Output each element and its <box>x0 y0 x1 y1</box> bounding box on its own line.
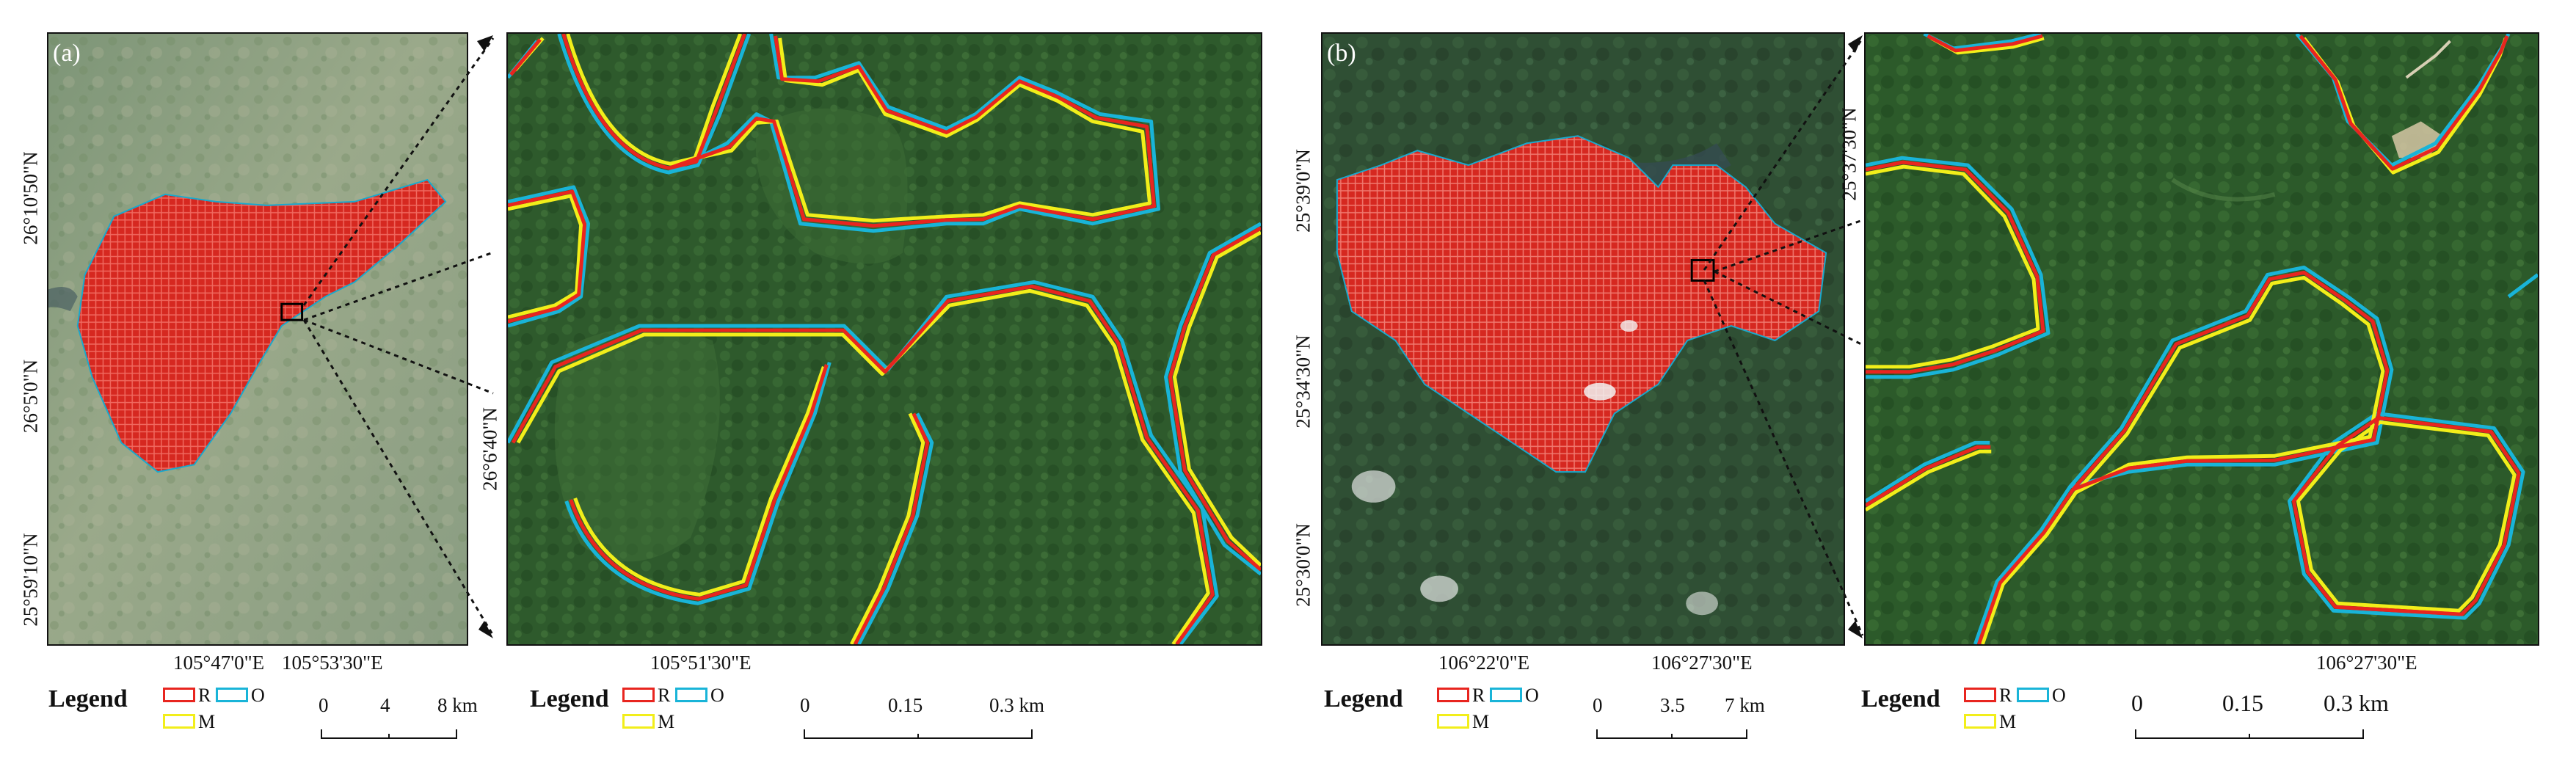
legend-label: R <box>658 685 671 706</box>
panel-b-tag: (b) <box>1327 40 1356 67</box>
lat-label: 25°37'30"N <box>1838 107 1860 201</box>
zoom-box-b <box>1690 259 1715 282</box>
legend-label: R <box>1472 685 1485 706</box>
lon-label: 106°27'30"E <box>1651 652 1753 674</box>
legend-swatch-r <box>1437 688 1469 702</box>
scale-tick: 0 <box>2131 690 2143 716</box>
study-area-polygon-a <box>76 178 447 473</box>
legend-swatch-m <box>622 714 655 729</box>
legend-label: M <box>1472 711 1490 732</box>
lon-label: 105°53'30"E <box>282 652 383 674</box>
boundary-r-a <box>508 34 1261 644</box>
legend-label: M <box>658 711 675 732</box>
legend-swatch-o <box>675 688 707 702</box>
scale-bar-a <box>321 729 457 739</box>
legend-label: R <box>198 685 211 706</box>
boundary-o-a <box>508 34 1261 644</box>
legend-swatch-o <box>2017 688 2049 702</box>
legend-swatch-o <box>216 688 248 702</box>
scale-tick: 8 km <box>437 694 478 716</box>
boundary-r-b <box>1866 34 2521 644</box>
scale-tick: 3.5 <box>1660 694 1685 716</box>
legend-label: O <box>710 685 724 706</box>
scale-tick: 0 <box>319 694 329 716</box>
lon-label: 106°22'0"E <box>1438 652 1530 674</box>
study-area-polygon-b <box>1336 135 1827 473</box>
zoom-a-map <box>506 32 1262 646</box>
legend-title: Legend <box>1861 685 1940 712</box>
legend-label: R <box>1999 685 2012 706</box>
legend-swatch-r <box>622 688 655 702</box>
legend-swatch-m <box>1964 714 1996 729</box>
scale-tick: 0.15 <box>888 694 923 716</box>
panel-a-tag: (a) <box>53 40 81 67</box>
scale-tick: 0 <box>800 694 810 716</box>
legend-swatch-r <box>163 688 195 702</box>
legend-label: O <box>1525 685 1539 706</box>
legend-label: O <box>251 685 265 706</box>
scale-tick: 0.3 km <box>2324 690 2389 716</box>
legend-swatch-m <box>163 714 195 729</box>
lon-label: 106°27'30"E <box>2316 652 2417 674</box>
lon-label: 105°47'0"E <box>173 652 265 674</box>
legend-title: Legend <box>530 685 609 712</box>
scale-bar-zoom-a <box>804 729 1033 739</box>
scale-tick: 0.3 km <box>989 694 1045 716</box>
scale-bar-b <box>1596 729 1747 739</box>
lon-label: 105°51'30"E <box>650 652 752 674</box>
scale-tick: 4 <box>380 694 390 716</box>
scale-tick: 0 <box>1593 694 1603 716</box>
panel-a-overview-map <box>47 32 468 646</box>
legend-swatch-r <box>1964 688 1996 702</box>
legend-label: M <box>198 711 216 732</box>
legend-swatch-m <box>1437 714 1469 729</box>
scale-tick: 7 km <box>1725 694 1765 716</box>
zoom-box-a <box>280 302 304 321</box>
scale-bar-zoom-b <box>2135 729 2364 739</box>
legend-label: O <box>2052 685 2066 706</box>
panel-b-overview-map <box>1321 32 1845 646</box>
scale-tick: 0.15 <box>2222 690 2263 716</box>
legend-label: M <box>1999 711 2017 732</box>
zoom-b-map <box>1864 32 2539 646</box>
legend-title: Legend <box>48 685 128 712</box>
legend-swatch-o <box>1490 688 1522 702</box>
legend-title: Legend <box>1324 685 1403 712</box>
